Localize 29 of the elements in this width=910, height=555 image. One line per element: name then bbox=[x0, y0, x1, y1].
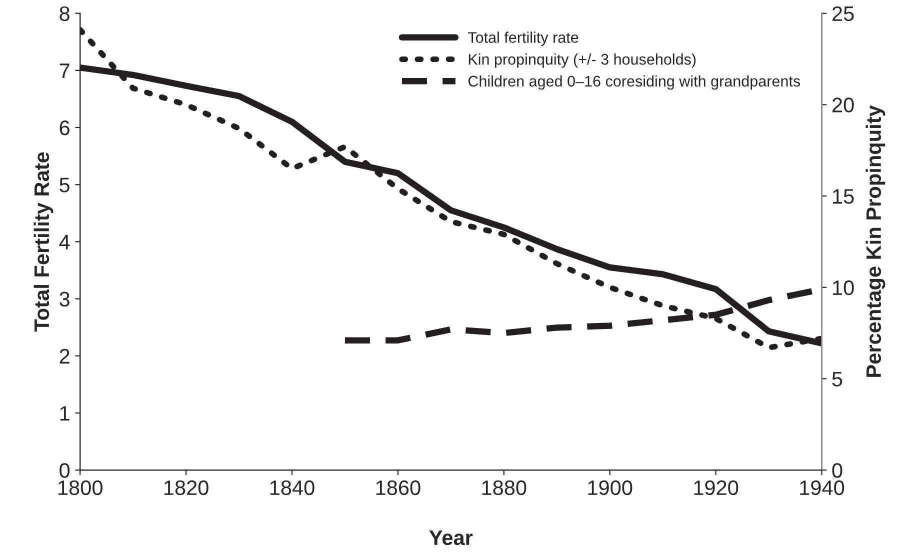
x-tick-label: 1880 bbox=[482, 480, 526, 496]
legend-label: Total fertility rate bbox=[468, 32, 578, 46]
y2-tick-label: 25 bbox=[832, 6, 854, 22]
y2-tick-label: 20 bbox=[832, 98, 854, 112]
x-tick-label: 1920 bbox=[694, 480, 738, 496]
y2-tick-label: 10 bbox=[833, 280, 854, 296]
y-tick-label: 5 bbox=[60, 178, 70, 192]
y-axis-title: Total Fertility Rate bbox=[34, 152, 54, 332]
y-tick-label: 1 bbox=[60, 406, 70, 421]
x-tick-label: 1800 bbox=[58, 480, 102, 496]
y-tick-label: 8 bbox=[60, 6, 70, 22]
y2-axis-title: Percentage Kin Propinquity bbox=[866, 105, 886, 377]
y-tick-label: 7 bbox=[60, 64, 70, 78]
y-tick-label: 4 bbox=[59, 234, 70, 250]
x-tick-label: 1820 bbox=[164, 480, 208, 496]
y-tick-label: 3 bbox=[60, 292, 70, 307]
y-tick-label: 2 bbox=[60, 348, 70, 364]
x-tick-label: 1900 bbox=[588, 480, 632, 496]
y2-tick-label: 15 bbox=[833, 189, 854, 204]
legend-label: Children aged 0–16 coresiding with grandparents bbox=[468, 75, 800, 90]
x-axis-title: Year bbox=[429, 530, 473, 546]
y-tick-label: 0 bbox=[60, 463, 70, 478]
y2-tick-label: 0 bbox=[832, 463, 842, 478]
x-tick-label: 1940 bbox=[800, 480, 844, 496]
x-tick-label: 1840 bbox=[270, 480, 314, 496]
x-tick-label: 1860 bbox=[376, 480, 420, 496]
y2-tick-label: 5 bbox=[832, 372, 842, 386]
y-tick-label: 6 bbox=[60, 120, 70, 136]
legend-label: Kin propinquity (+/- 3 households) bbox=[468, 54, 696, 68]
